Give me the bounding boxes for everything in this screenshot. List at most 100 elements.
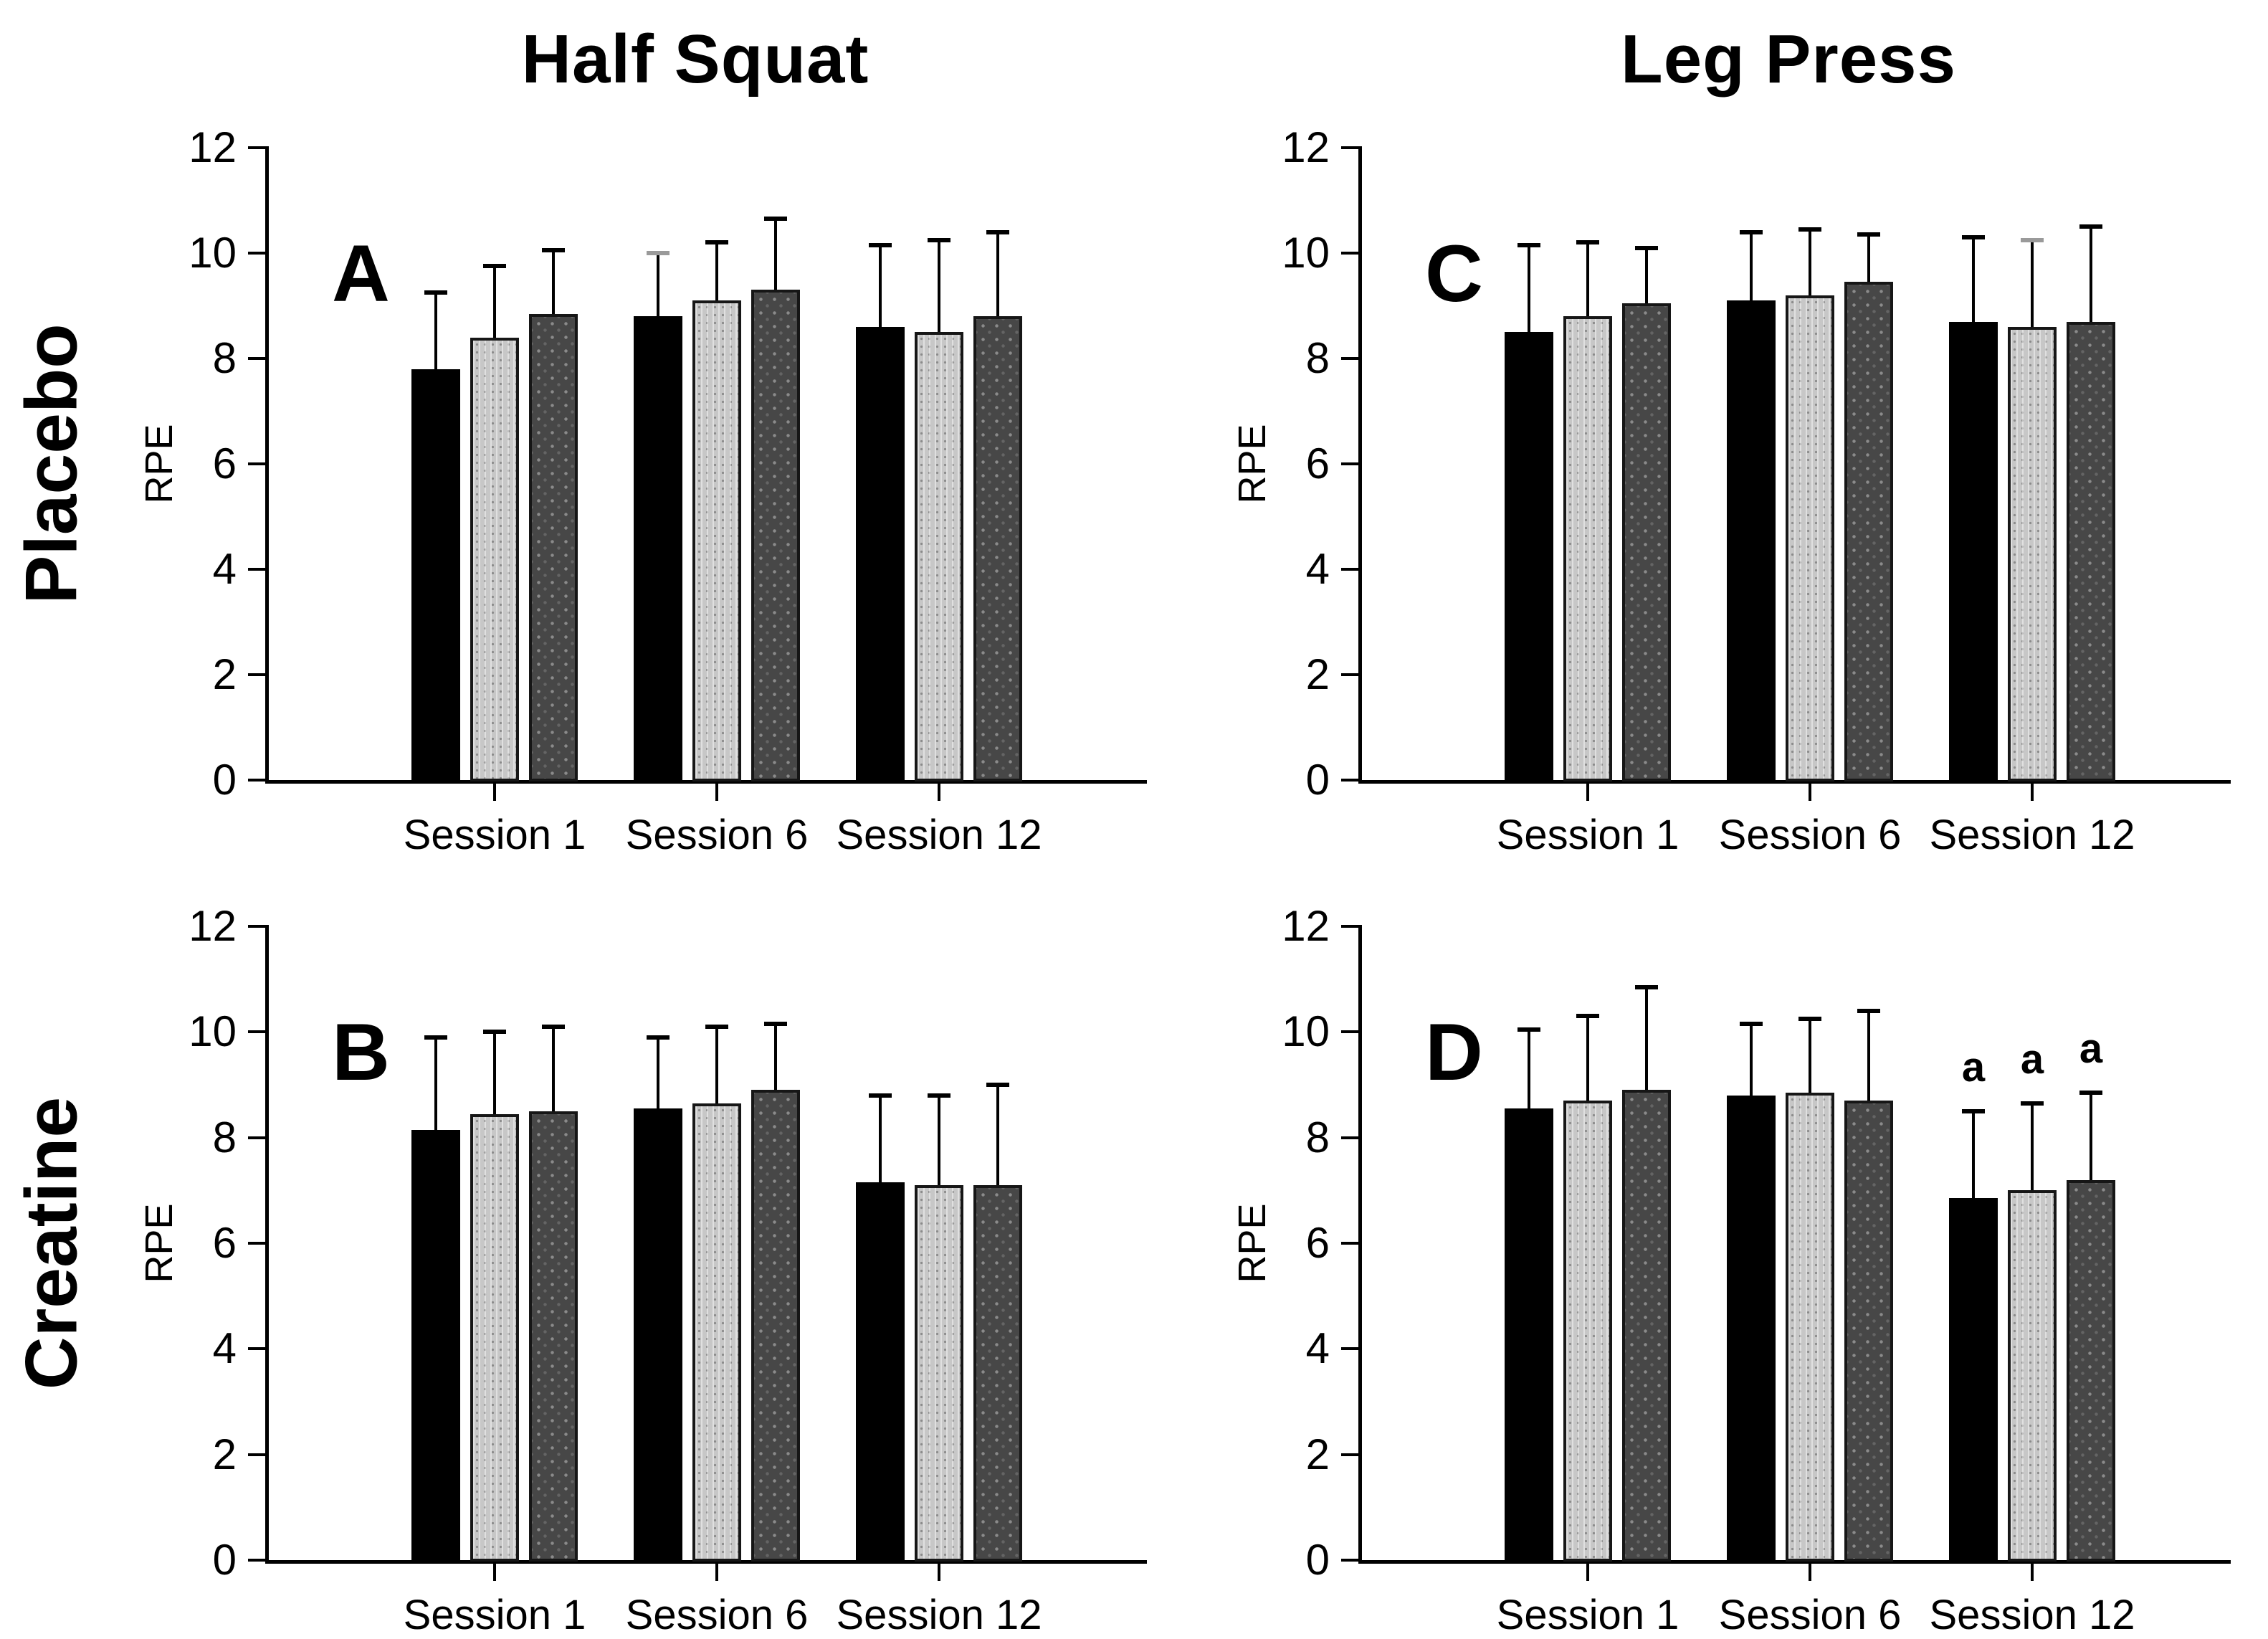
y-tick-A-4 <box>248 568 265 571</box>
y-axis-line-C <box>1358 146 1362 784</box>
y-tick-D-6 <box>1341 1242 1358 1245</box>
error-bar-line-A-2-0 <box>879 244 882 327</box>
bar-D-session-6-set3 <box>1844 1101 1893 1562</box>
error-bar-line-D-2-0 <box>1972 1111 1975 1199</box>
y-tick-A-6 <box>248 462 265 465</box>
error-bar-cap-B-1-1 <box>705 1024 728 1029</box>
y-tick-label-D-12: 12 <box>1282 902 1330 950</box>
bar-B-session-12-set1 <box>856 1182 905 1562</box>
y-tick-label-A-0: 0 <box>212 756 237 804</box>
y-tick-label-A-10: 10 <box>189 229 237 277</box>
bar-A-session-12-set3 <box>973 316 1022 782</box>
y-tick-label-C-8: 8 <box>1305 334 1330 382</box>
error-bar-cap-D-2-1 <box>2021 1101 2044 1106</box>
x-category-label-C-2: Session 12 <box>1929 812 2135 858</box>
x-tick-B-1 <box>715 1564 718 1581</box>
error-bar-line-A-2-2 <box>996 232 999 317</box>
error-bar-line-D-0-0 <box>1528 1029 1530 1109</box>
x-category-label-D-2: Session 12 <box>1929 1592 2135 1638</box>
error-bar-cap-A-1-2 <box>764 217 787 222</box>
panel-letter-C: C <box>1425 229 1483 318</box>
error-bar-line-B-2-1 <box>938 1095 940 1185</box>
bar-A-session-6-set3 <box>751 290 800 782</box>
error-bar-line-A-1-1 <box>715 242 718 301</box>
error-bar-line-B-0-1 <box>493 1032 496 1114</box>
y-tick-label-C-6: 6 <box>1305 440 1330 488</box>
y-axis-line-B <box>265 925 269 1564</box>
y-tick-B-8 <box>248 1136 265 1139</box>
error-bar-cap-B-1-0 <box>647 1035 670 1040</box>
error-bar-cap-D-2-0 <box>1962 1108 1985 1113</box>
error-bar-cap-A-1-0 <box>647 251 670 255</box>
error-bar-line-C-0-0 <box>1528 244 1530 333</box>
error-bar-line-A-2-1 <box>938 239 940 333</box>
y-tick-label-B-10: 10 <box>189 1007 237 1056</box>
bar-D-session-12-set2 <box>2008 1190 2057 1562</box>
x-tick-A-0 <box>493 784 496 801</box>
x-tick-B-2 <box>938 1564 940 1581</box>
x-axis-line-C <box>1358 780 2231 784</box>
x-tick-A-2 <box>938 784 940 801</box>
bar-B-session-6-set1 <box>634 1108 682 1562</box>
error-bar-cap-A-0-1 <box>483 264 506 269</box>
y-tick-label-C-2: 2 <box>1305 650 1330 698</box>
x-tick-C-2 <box>2031 784 2034 801</box>
bar-D-session-12-set3 <box>2067 1179 2115 1562</box>
bar-C-session-1-set1 <box>1505 332 1553 782</box>
error-bar-line-A-1-0 <box>657 253 659 317</box>
x-axis-line-B <box>265 1560 1147 1564</box>
error-bar-line-D-1-1 <box>1809 1018 1811 1093</box>
bar-C-session-12-set2 <box>2008 326 2057 782</box>
bar-B-session-6-set3 <box>751 1090 800 1562</box>
error-bar-cap-C-2-0 <box>1962 234 1985 239</box>
y-tick-A-8 <box>248 357 265 360</box>
y-tick-D-0 <box>1341 1559 1358 1562</box>
column-title-half-squat: Half Squat <box>521 21 869 98</box>
error-bar-cap-B-2-0 <box>869 1093 892 1098</box>
y-axis-line-A <box>265 146 269 784</box>
error-bar-line-D-0-2 <box>1645 987 1648 1091</box>
error-bar-line-D-2-1 <box>2031 1103 2034 1191</box>
error-bar-cap-A-1-1 <box>705 240 728 245</box>
error-bar-line-D-2-2 <box>2090 1093 2092 1180</box>
bar-A-session-12-set2 <box>915 332 963 782</box>
error-bar-line-D-1-2 <box>1867 1010 1870 1101</box>
y-tick-label-A-2: 2 <box>212 650 237 698</box>
bar-C-session-6-set2 <box>1786 295 1834 782</box>
significance-marker-D-2-0: a <box>1961 1043 1986 1091</box>
y-tick-label-A-6: 6 <box>212 440 237 488</box>
x-category-label-A-0: Session 1 <box>403 812 586 858</box>
y-tick-label-C-10: 10 <box>1282 229 1330 277</box>
bar-B-session-12-set2 <box>915 1184 963 1562</box>
error-bar-cap-A-0-0 <box>424 290 447 295</box>
y-tick-C-12 <box>1341 146 1358 149</box>
bar-D-session-6-set2 <box>1786 1093 1834 1562</box>
error-bar-line-C-2-0 <box>1972 237 1975 322</box>
y-tick-D-4 <box>1341 1347 1358 1351</box>
error-bar-cap-D-1-0 <box>1740 1022 1763 1027</box>
error-bar-line-D-1-0 <box>1750 1024 1753 1096</box>
y-tick-label-B-2: 2 <box>212 1430 237 1478</box>
bar-B-session-6-set2 <box>692 1103 741 1562</box>
bar-A-session-12-set1 <box>856 326 905 782</box>
x-category-label-A-2: Session 12 <box>836 812 1042 858</box>
x-category-label-B-0: Session 1 <box>403 1592 586 1638</box>
y-tick-label-A-12: 12 <box>189 123 237 171</box>
y-tick-A-10 <box>248 252 265 255</box>
y-tick-A-0 <box>248 779 265 782</box>
error-bar-line-B-0-2 <box>552 1026 555 1111</box>
y-axis-title-B: RPE <box>138 1203 181 1283</box>
y-axis-title-C: RPE <box>1231 424 1274 504</box>
error-bar-line-A-0-1 <box>493 266 496 338</box>
y-tick-B-4 <box>248 1347 265 1351</box>
bar-C-session-1-set2 <box>1563 316 1612 782</box>
bar-D-session-6-set1 <box>1727 1095 1776 1562</box>
error-bar-line-D-0-1 <box>1586 1016 1589 1101</box>
error-bar-cap-D-1-1 <box>1798 1016 1821 1021</box>
y-tick-label-D-2: 2 <box>1305 1430 1330 1478</box>
error-bar-cap-B-2-2 <box>986 1083 1009 1087</box>
bar-C-session-1-set3 <box>1622 303 1671 782</box>
x-tick-A-1 <box>715 784 718 801</box>
significance-marker-D-2-1: a <box>2020 1035 2044 1083</box>
error-bar-line-A-0-2 <box>552 250 555 314</box>
